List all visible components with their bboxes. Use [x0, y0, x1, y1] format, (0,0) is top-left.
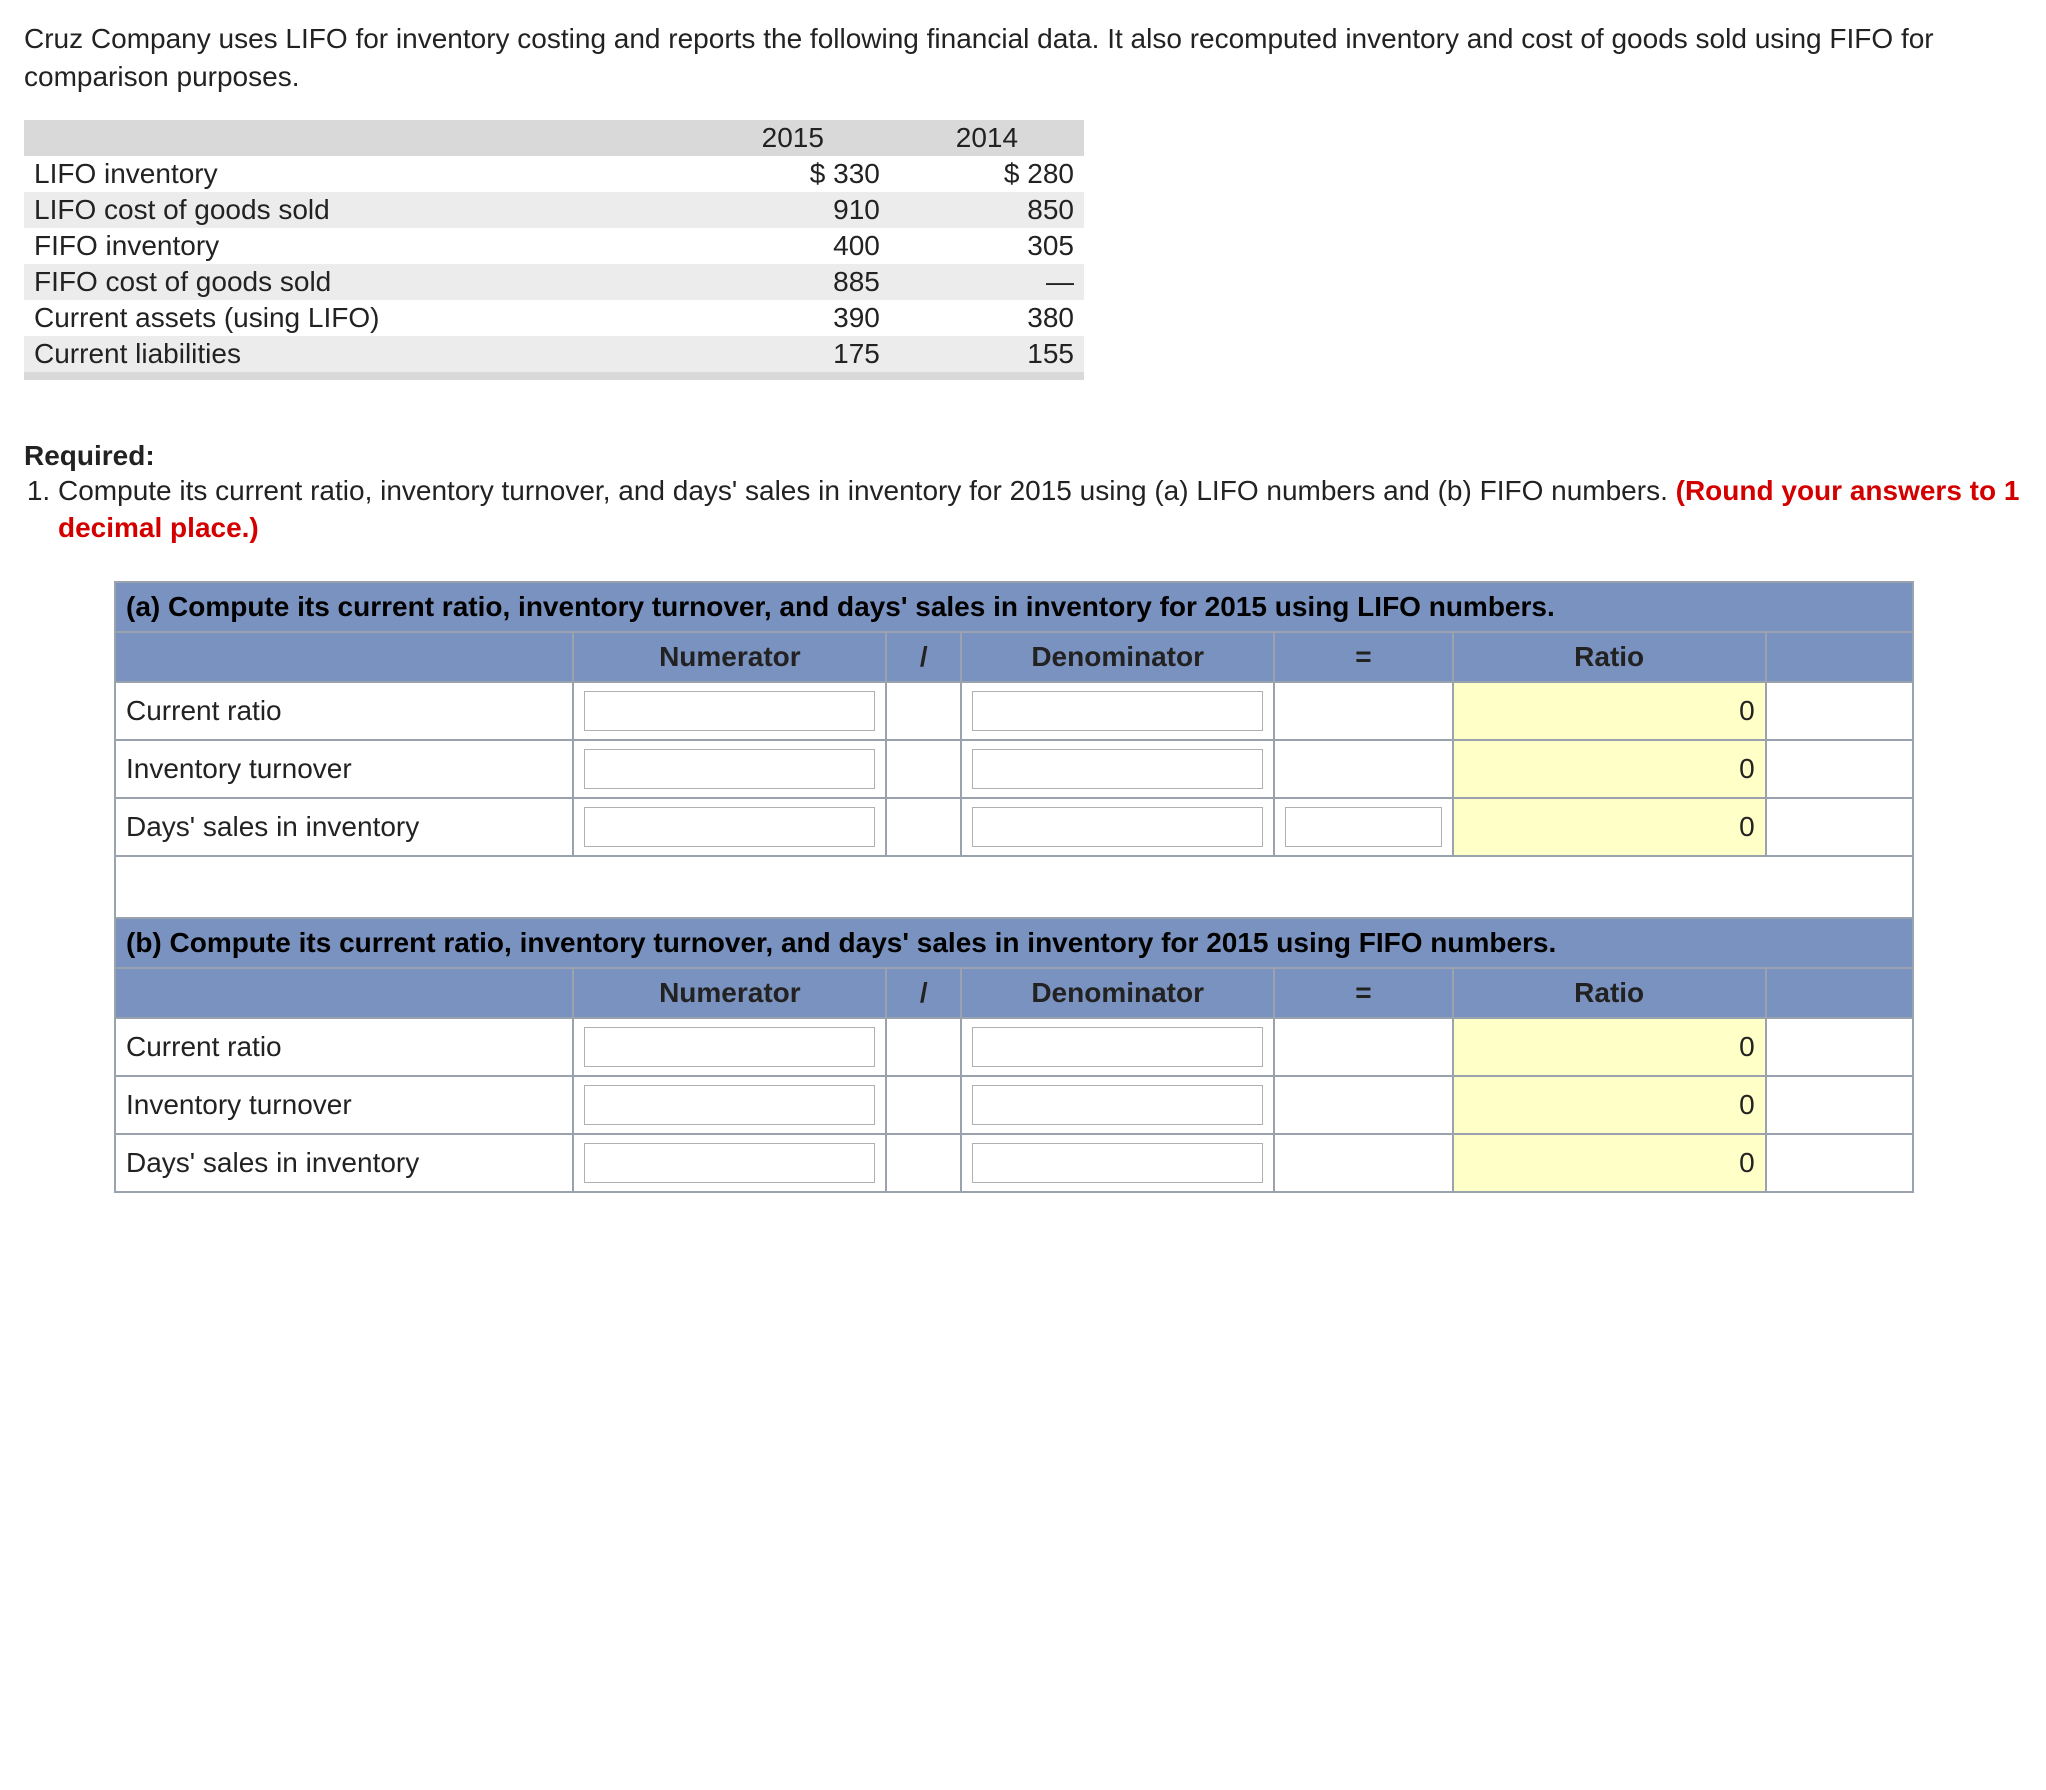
ws-row: Days' sales in inventory 0: [115, 1134, 1913, 1192]
ws-row: Inventory turnover 0: [115, 1076, 1913, 1134]
ws-slash-cell: [886, 1134, 961, 1192]
ws-col-equals: =: [1274, 632, 1452, 682]
fin-row-2014: 305: [890, 228, 1084, 264]
ws-col-denominator: Denominator: [961, 632, 1274, 682]
fin-row-2014: —: [890, 264, 1084, 300]
fin-row-2014: $ 280: [890, 156, 1084, 192]
ws-equals-blank: [1274, 682, 1452, 740]
ws-row-label: Inventory turnover: [115, 740, 573, 798]
ws-col-slash: /: [886, 968, 961, 1018]
fin-row-2015: 390: [696, 300, 890, 336]
ws-ratio-result: 0: [1453, 682, 1766, 740]
ws-row-label: Inventory turnover: [115, 1076, 573, 1134]
ws-numerator-input[interactable]: [573, 740, 886, 798]
ws-col-slash: /: [886, 632, 961, 682]
fin-row-label: Current assets (using LIFO): [24, 300, 696, 336]
fin-row-label: FIFO cost of goods sold: [24, 264, 696, 300]
fin-row-2015: 910: [696, 192, 890, 228]
fin-row-2015: 175: [696, 336, 890, 372]
ws-equals-blank: [1274, 1134, 1452, 1192]
fin-col-2014: 2014: [890, 120, 1084, 156]
ws-numerator-input[interactable]: [573, 1076, 886, 1134]
required-heading: Required:: [24, 440, 2022, 472]
fin-row-2014: 850: [890, 192, 1084, 228]
ws-col-denominator: Denominator: [961, 968, 1274, 1018]
ws-ratio-result: 0: [1453, 1134, 1766, 1192]
ws-denominator-input[interactable]: [961, 1076, 1274, 1134]
ws-denominator-input[interactable]: [961, 1018, 1274, 1076]
ws-denominator-input[interactable]: [961, 798, 1274, 856]
ws-numerator-input[interactable]: [573, 1018, 886, 1076]
financial-data-table: 2015 2014 LIFO inventory$ 330$ 280LIFO c…: [24, 120, 1084, 380]
ws-section-title-b: (b) Compute its current ratio, inventory…: [115, 918, 1913, 968]
ws-numerator-input[interactable]: [573, 798, 886, 856]
ws-denominator-input[interactable]: [961, 740, 1274, 798]
ws-equals-input[interactable]: [1274, 798, 1452, 856]
ws-tail-cell: [1766, 1076, 1913, 1134]
ws-slash-cell: [886, 740, 961, 798]
fin-col-2015: 2015: [696, 120, 890, 156]
worksheet-table: (a) Compute its current ratio, inventory…: [114, 581, 1914, 1193]
fin-row: Current assets (using LIFO)390380: [24, 300, 1084, 336]
fin-row: FIFO cost of goods sold885—: [24, 264, 1084, 300]
ws-slash-cell: [886, 682, 961, 740]
ws-row: Current ratio 0: [115, 1018, 1913, 1076]
required-item-1: Compute its current ratio, inventory tur…: [58, 472, 2022, 548]
ws-tail-cell: [1766, 798, 1913, 856]
ws-numerator-input[interactable]: [573, 1134, 886, 1192]
ws-row-label: Current ratio: [115, 1018, 573, 1076]
ws-column-headers: Numerator/Denominator=Ratio: [115, 632, 1913, 682]
ws-tail-cell: [1766, 1018, 1913, 1076]
fin-row-label: Current liabilities: [24, 336, 696, 372]
fin-row-label: LIFO cost of goods sold: [24, 192, 696, 228]
ws-column-headers: Numerator/Denominator=Ratio: [115, 968, 1913, 1018]
ws-equals-blank: [1274, 1076, 1452, 1134]
fin-row-2014: 155: [890, 336, 1084, 372]
ws-ratio-result: 0: [1453, 1076, 1766, 1134]
ws-denominator-input[interactable]: [961, 1134, 1274, 1192]
ws-row: Days' sales in inventory 0: [115, 798, 1913, 856]
fin-row: LIFO cost of goods sold910850: [24, 192, 1084, 228]
ws-col-ratio: Ratio: [1453, 968, 1766, 1018]
ws-tail-cell: [1766, 740, 1913, 798]
intro-text: Cruz Company uses LIFO for inventory cos…: [24, 20, 2022, 96]
ws-col-numerator: Numerator: [573, 632, 886, 682]
ws-ratio-result: 0: [1453, 740, 1766, 798]
fin-row-2014: 380: [890, 300, 1084, 336]
required-item-1-text: Compute its current ratio, inventory tur…: [58, 475, 1676, 506]
fin-header-row: 2015 2014: [24, 120, 1084, 156]
ws-row: Current ratio 0: [115, 682, 1913, 740]
ws-slash-cell: [886, 1018, 961, 1076]
fin-row-label: LIFO inventory: [24, 156, 696, 192]
ws-equals-blank: [1274, 740, 1452, 798]
ws-col-equals: =: [1274, 968, 1452, 1018]
fin-row: FIFO inventory400305: [24, 228, 1084, 264]
fin-row-2015: 400: [696, 228, 890, 264]
ws-row-label: Days' sales in inventory: [115, 798, 573, 856]
ws-col-numerator: Numerator: [573, 968, 886, 1018]
fin-row-2015: 885: [696, 264, 890, 300]
ws-tail-cell: [1766, 682, 1913, 740]
ws-tail-cell: [1766, 1134, 1913, 1192]
ws-section-title-a: (a) Compute its current ratio, inventory…: [115, 582, 1913, 632]
fin-row: Current liabilities175155: [24, 336, 1084, 372]
ws-row: Inventory turnover 0: [115, 740, 1913, 798]
ws-ratio-result: 0: [1453, 1018, 1766, 1076]
fin-row-label: FIFO inventory: [24, 228, 696, 264]
ws-slash-cell: [886, 1076, 961, 1134]
fin-row-2015: $ 330: [696, 156, 890, 192]
ws-row-label: Current ratio: [115, 682, 573, 740]
ws-denominator-input[interactable]: [961, 682, 1274, 740]
ws-numerator-input[interactable]: [573, 682, 886, 740]
required-section: Required: Compute its current ratio, inv…: [24, 440, 2022, 548]
ws-ratio-result: 0: [1453, 798, 1766, 856]
ws-row-label: Days' sales in inventory: [115, 1134, 573, 1192]
ws-slash-cell: [886, 798, 961, 856]
ws-col-ratio: Ratio: [1453, 632, 1766, 682]
fin-row: LIFO inventory$ 330$ 280: [24, 156, 1084, 192]
ws-equals-blank: [1274, 1018, 1452, 1076]
